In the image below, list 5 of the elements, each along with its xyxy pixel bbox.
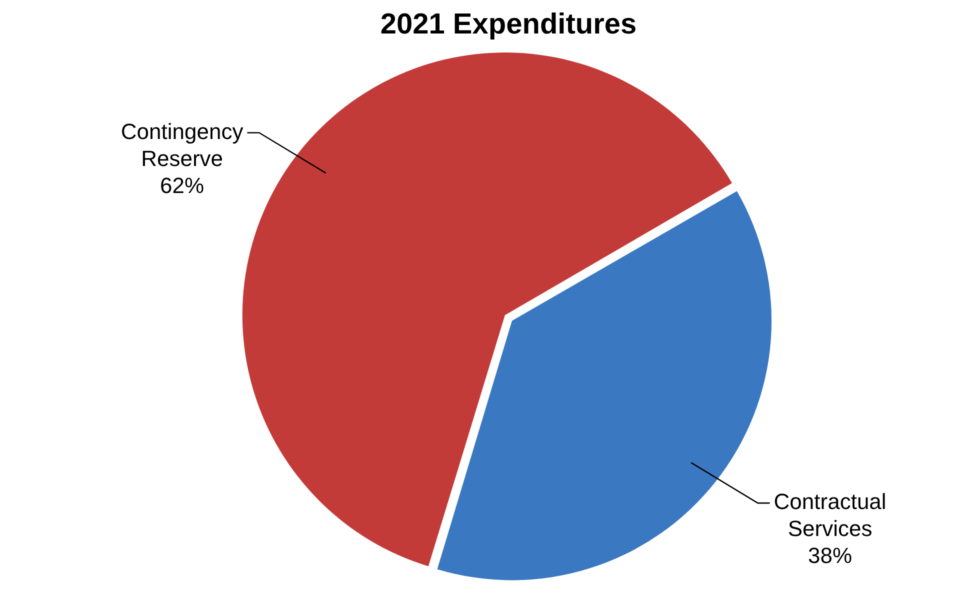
slice-label: Contractual Services: [774, 489, 886, 542]
data-label: 62%: [160, 172, 204, 198]
data-label: 38%: [808, 543, 852, 568]
chart-title: 2021 Expenditures: [380, 8, 637, 40]
slice-label: Contingency Reserve: [120, 118, 244, 171]
